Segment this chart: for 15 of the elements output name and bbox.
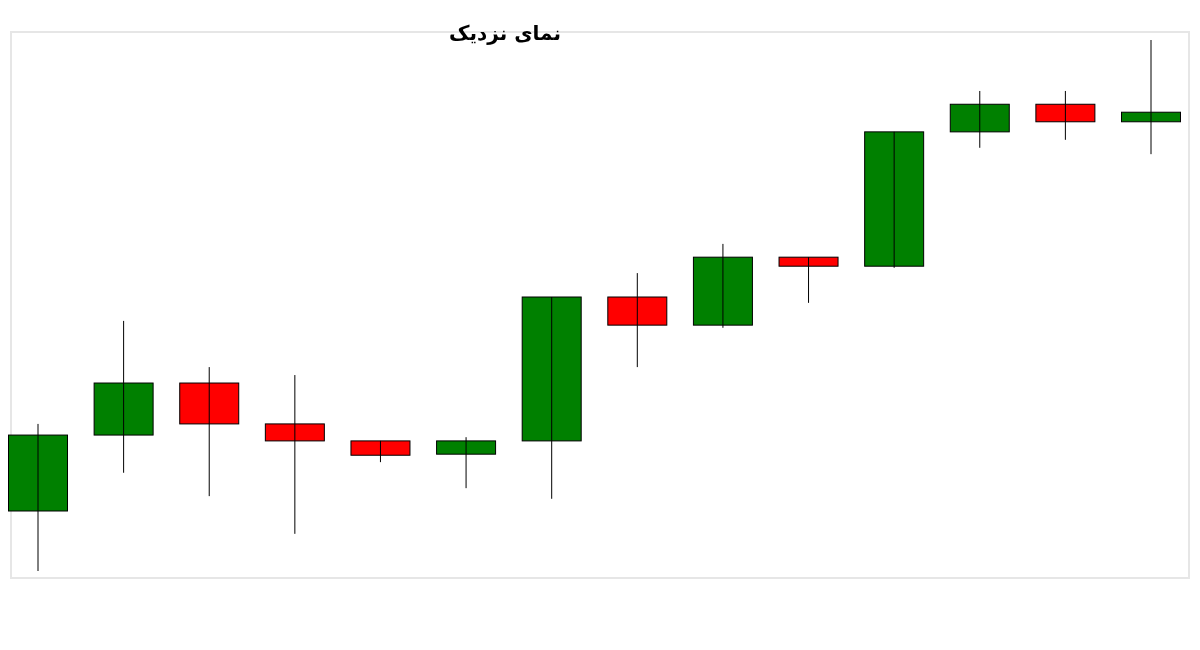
candlestick <box>521 296 582 500</box>
candlestick <box>949 90 1010 149</box>
chart-title: نمای نزدیک <box>449 21 561 45</box>
candlestick <box>778 256 839 304</box>
candlestick <box>1035 90 1096 141</box>
candlestick <box>436 436 497 489</box>
candlestick <box>179 366 240 497</box>
candlestick <box>1121 39 1181 155</box>
candlestick <box>607 272 668 368</box>
candlestick <box>93 320 154 474</box>
candlestick <box>264 374 325 535</box>
candlestick <box>692 243 753 329</box>
candlestick <box>350 440 411 463</box>
candlestick <box>8 423 68 572</box>
candlestick <box>864 131 925 269</box>
